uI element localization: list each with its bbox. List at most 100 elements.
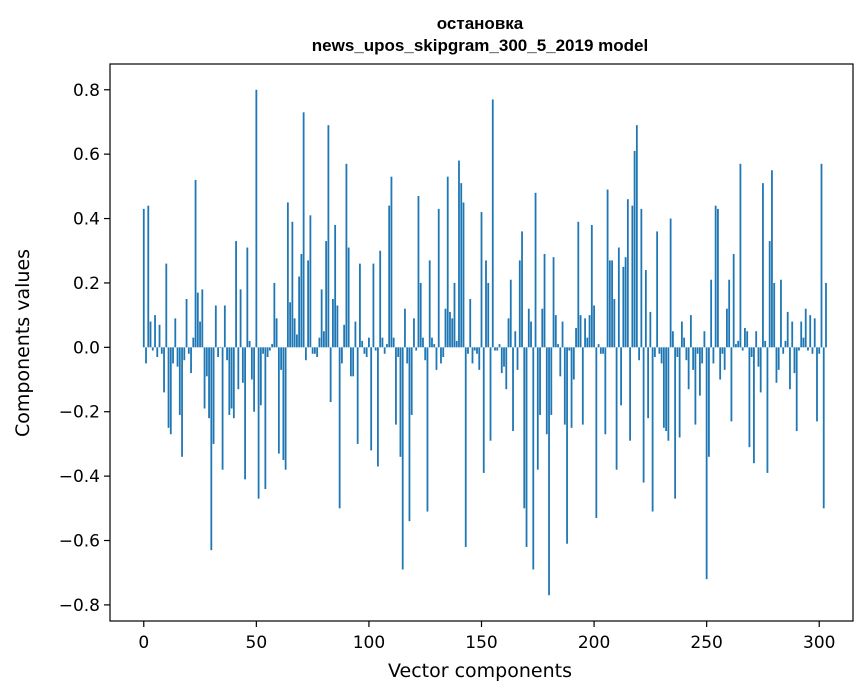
y-tick-label: 0.0 — [73, 338, 100, 358]
bar-249 — [703, 331, 706, 348]
bar-122 — [417, 196, 420, 348]
bar-229 — [658, 347, 661, 354]
bar-216 — [629, 347, 631, 441]
bar-194 — [579, 315, 582, 348]
bar-78 — [318, 337, 321, 348]
bar-12 — [169, 347, 172, 435]
bar-244 — [692, 347, 695, 370]
bar-282 — [777, 347, 780, 370]
bar-159 — [500, 347, 503, 374]
bar-125 — [424, 347, 427, 361]
bar-198 — [588, 315, 591, 348]
bar-49 — [253, 347, 255, 412]
bar-61 — [280, 347, 283, 370]
bar-225 — [649, 311, 652, 348]
y-tick-label: 0.2 — [73, 274, 100, 294]
bar-235 — [671, 331, 674, 348]
bar-241 — [685, 347, 688, 361]
bar-157 — [496, 347, 499, 351]
bar-28 — [205, 347, 208, 377]
bar-9 — [163, 347, 165, 393]
bar-151 — [482, 347, 485, 473]
bar-20 — [187, 347, 190, 354]
bar-3 — [149, 321, 152, 348]
bar-269 — [748, 347, 751, 448]
bar-245 — [694, 347, 697, 425]
bar-153 — [487, 282, 490, 348]
bar-118 — [408, 347, 411, 522]
bar-224 — [647, 347, 650, 419]
bar-119 — [410, 347, 413, 415]
bar-237 — [676, 347, 679, 357]
bar-178 — [543, 253, 546, 348]
bar-209 — [613, 299, 616, 348]
y-tick-label: 0.6 — [73, 145, 100, 165]
bar-220 — [638, 347, 641, 361]
bar-303 — [825, 282, 827, 348]
bar-276 — [764, 340, 767, 348]
bar-239 — [680, 321, 683, 348]
bar-97 — [361, 340, 364, 348]
x-tick-label: 200 — [578, 633, 610, 653]
bar-112 — [395, 347, 397, 425]
bar-149 — [478, 347, 481, 370]
bar-156 — [494, 347, 496, 351]
bar-177 — [541, 308, 544, 348]
bar-213 — [622, 266, 625, 348]
bar-183 — [554, 315, 557, 348]
bar-31 — [212, 347, 215, 444]
bar-265 — [739, 163, 742, 348]
bar-100 — [368, 337, 370, 348]
bar-58 — [273, 282, 276, 348]
bar-47 — [248, 340, 251, 348]
bar-252 — [710, 279, 713, 348]
bar-106 — [381, 337, 384, 348]
bar-203 — [599, 347, 602, 354]
y-tick-label: 0.4 — [73, 210, 100, 230]
bar-127 — [428, 260, 431, 348]
bars-group — [142, 89, 827, 596]
bar-212 — [620, 347, 622, 406]
bar-205 — [604, 347, 607, 435]
bar-6 — [156, 347, 159, 357]
bar-155 — [491, 99, 494, 348]
chart-subtitle: news_upos_skipgram_300_5_2019 model — [312, 36, 648, 55]
bar-171 — [527, 308, 530, 348]
bar-37 — [226, 347, 228, 361]
y-tick-label: 0.8 — [73, 81, 100, 101]
bar-27 — [203, 347, 206, 409]
bar-279 — [771, 170, 773, 348]
bar-175 — [536, 347, 539, 470]
bar-291 — [798, 347, 800, 351]
bar-19 — [185, 299, 188, 348]
bar-275 — [762, 183, 764, 348]
bar-222 — [642, 347, 645, 483]
bar-35 — [221, 347, 224, 470]
bar-79 — [320, 289, 323, 348]
bar-189 — [568, 347, 571, 351]
bar-109 — [388, 205, 391, 348]
bar-22 — [192, 337, 195, 348]
bar-117 — [406, 347, 409, 364]
bar-130 — [435, 347, 438, 370]
bar-208 — [611, 260, 613, 348]
bar-29 — [208, 347, 210, 419]
bar-196 — [584, 318, 586, 348]
bar-141 — [460, 183, 463, 348]
y-tick-label: −0.2 — [59, 403, 100, 423]
bar-296 — [809, 315, 812, 348]
bar-160 — [503, 347, 505, 367]
bar-169 — [523, 347, 526, 509]
bar-172 — [530, 321, 532, 348]
bar-221 — [640, 208, 643, 348]
bar-33 — [217, 347, 219, 357]
bar-53 — [262, 347, 264, 354]
bar-146 — [471, 347, 474, 364]
bar-147 — [473, 347, 476, 351]
bar-218 — [633, 150, 636, 348]
bar-211 — [617, 247, 620, 348]
bar-292 — [800, 321, 803, 348]
bar-82 — [327, 125, 330, 348]
bar-186 — [561, 321, 564, 348]
bar-285 — [784, 340, 787, 348]
